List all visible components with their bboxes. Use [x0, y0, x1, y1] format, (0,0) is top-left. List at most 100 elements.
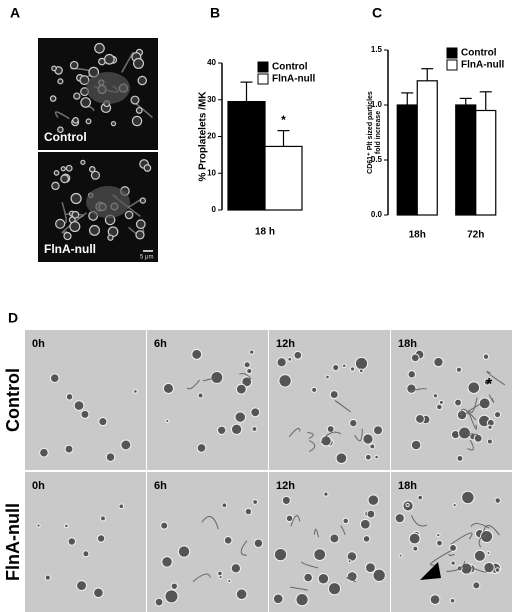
bar [264, 145, 303, 211]
platelet-tip [135, 219, 146, 230]
cell [483, 378, 491, 386]
scale-bar-label: 5 μm [140, 255, 153, 261]
proplatelet [488, 394, 495, 403]
cell [494, 567, 501, 573]
panel-label: A [10, 5, 20, 21]
cell [162, 382, 175, 395]
cell [486, 551, 491, 556]
cell [472, 581, 481, 590]
cell [364, 453, 372, 461]
platelet-tip [53, 170, 60, 176]
cell [217, 425, 227, 435]
platelet-tip [80, 159, 86, 165]
legend-swatch [446, 47, 458, 59]
cell [412, 545, 419, 552]
platelet-tip [132, 57, 145, 69]
cell [327, 582, 342, 596]
y-axis-label: fold increase [375, 111, 382, 154]
arrowhead [420, 562, 441, 580]
platelet-tip [57, 126, 64, 133]
platelet-tip [107, 234, 114, 241]
platelet-tip [60, 174, 70, 184]
cell [354, 356, 369, 371]
row-label: FlnA-null [3, 503, 23, 581]
platelet-tip [69, 221, 81, 233]
cell [235, 588, 248, 601]
platelet-tip [85, 118, 92, 125]
cell [455, 366, 463, 373]
time-lapse-frame [391, 472, 512, 612]
proplatelet [300, 561, 319, 569]
cell [486, 438, 493, 445]
cell [278, 374, 292, 388]
proplatelet [346, 576, 357, 583]
proplatelet [192, 573, 211, 582]
cell [436, 532, 441, 538]
platelet-tip [79, 75, 90, 86]
proplatelet [313, 528, 320, 538]
cell [405, 502, 410, 508]
cell [223, 536, 233, 545]
cell [197, 392, 204, 399]
proplatelet [411, 515, 428, 527]
platelet-tip [72, 117, 79, 124]
platelet-tip [51, 65, 57, 72]
legend-label: FlnA-null [461, 60, 505, 71]
y-tick-label: 0.5 [371, 155, 383, 164]
time-lapse-frame [147, 330, 268, 470]
image-caption: FlnA-null [44, 242, 96, 256]
platelet-tip [63, 231, 72, 241]
cell [161, 556, 173, 568]
proplatelet [239, 372, 252, 380]
cell [133, 389, 138, 394]
cell [347, 559, 352, 564]
cell [362, 535, 371, 543]
cell [365, 562, 376, 574]
cell [93, 587, 104, 599]
x-tick-label: 18 h [255, 227, 275, 238]
cell [154, 597, 164, 607]
y-tick-label: 0.0 [371, 210, 383, 219]
y-tick-label: 10 [207, 168, 216, 177]
cell [438, 399, 444, 405]
cell [461, 490, 475, 505]
cell [210, 370, 224, 384]
cell [342, 517, 349, 525]
cell [96, 534, 106, 543]
cell [281, 495, 291, 506]
cell [493, 410, 502, 419]
cell [374, 454, 379, 460]
proplatelet-shaft [121, 51, 134, 73]
legend-label: FlnA-null [272, 74, 316, 85]
y-tick-label: 1.0 [371, 100, 383, 109]
mk-body [86, 72, 130, 104]
proplatelet [288, 427, 301, 438]
platelet-tip [55, 218, 66, 229]
proplatelet [307, 432, 314, 440]
proplatelet [469, 566, 488, 573]
cell [36, 523, 41, 528]
cell [332, 363, 340, 372]
proplatelet [186, 379, 200, 390]
cell [64, 523, 69, 529]
platelet-tip [71, 210, 80, 219]
proplatelet [478, 534, 487, 548]
platelet-tip [80, 97, 92, 108]
cell [49, 373, 60, 383]
cell [323, 491, 329, 497]
cell [349, 418, 358, 428]
legend-label: Control [272, 62, 308, 73]
cell [251, 426, 258, 432]
platelet-tip [73, 92, 81, 100]
bar [416, 80, 438, 216]
cell [415, 413, 425, 424]
platelet-tip [57, 78, 64, 85]
cell [436, 539, 443, 547]
panel-label: B [210, 5, 220, 21]
cell [487, 424, 493, 430]
x-tick-label: 18h [409, 230, 426, 241]
cell [272, 593, 284, 605]
cell [317, 573, 330, 585]
bar [396, 104, 418, 216]
